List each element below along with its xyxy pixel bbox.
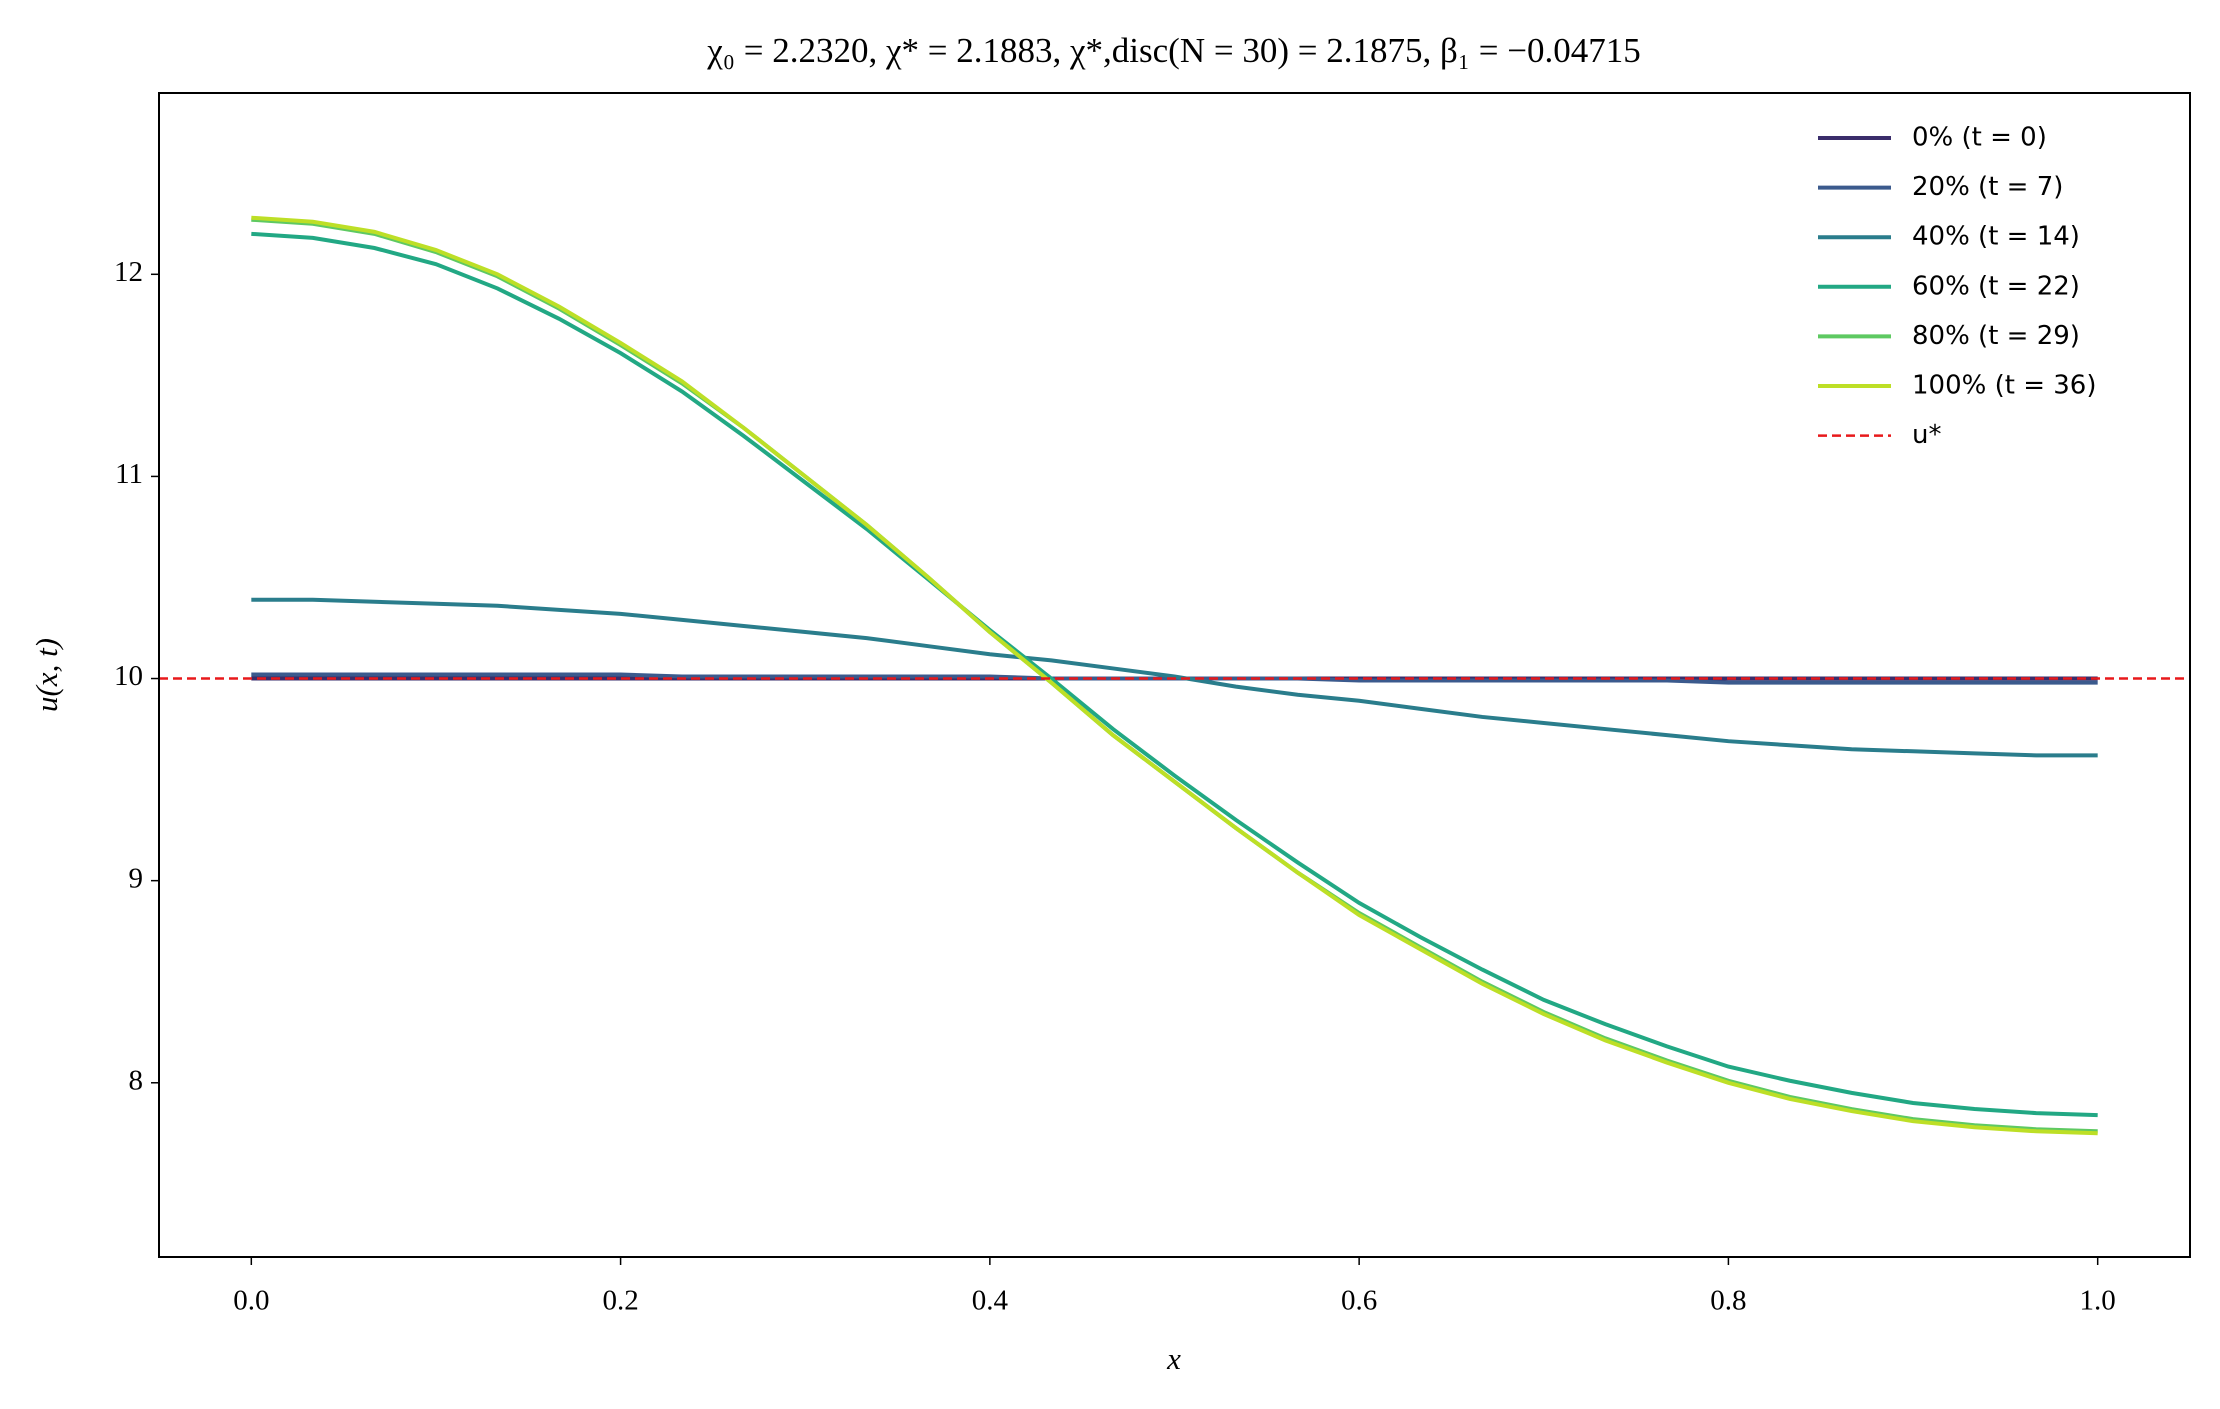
x-axis-label: x: [1166, 1341, 1181, 1376]
x-tick-label: 0.2: [602, 1285, 638, 1317]
y-tick-label: 8: [129, 1064, 144, 1096]
series-line: [251, 597, 2098, 758]
legend-label: 60% (t = 22): [1912, 271, 2080, 301]
series-line: [251, 231, 2098, 1118]
legend-label: 20% (t = 7): [1912, 172, 2063, 202]
chart-title: χ₀ = 2.2320, χ* = 2.1883, χ*,disc(N = 30…: [706, 31, 1640, 70]
x-tick-label: 0.8: [1710, 1285, 1746, 1317]
y-tick-label: 9: [129, 862, 144, 894]
x-tick-label: 0.6: [1341, 1285, 1377, 1317]
legend-label: u*: [1912, 420, 1941, 450]
y-tick-label: 12: [114, 256, 143, 288]
legend-label: 80% (t = 29): [1912, 321, 2080, 351]
legend-label: 40% (t = 14): [1912, 222, 2080, 252]
legend-label: 100% (t = 36): [1912, 371, 2096, 401]
y-tick-label: 11: [115, 458, 143, 490]
plot-frame: [158, 92, 2191, 1258]
y-tick-label: 10: [114, 660, 143, 692]
legend-label: 0% (t = 0): [1912, 123, 2047, 153]
x-tick-label: 1.0: [2080, 1285, 2116, 1317]
y-axis-label: u(x, t): [29, 638, 64, 712]
x-tick-label: 0.0: [233, 1285, 269, 1317]
series-line: [251, 215, 2098, 1136]
x-tick-label: 0.4: [972, 1285, 1009, 1317]
